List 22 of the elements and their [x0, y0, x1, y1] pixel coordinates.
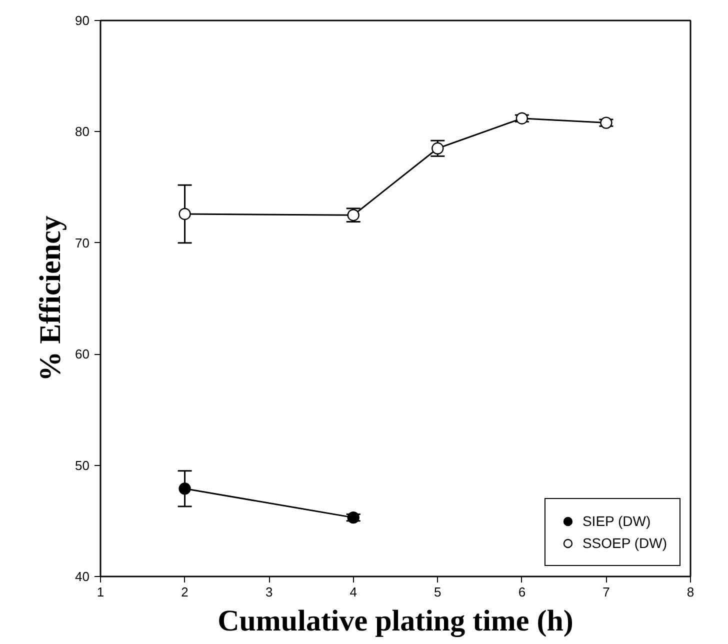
point: [178, 208, 191, 220]
x-tick-label: 3: [265, 584, 273, 600]
point: [178, 482, 191, 495]
x-tick-label: 2: [181, 584, 188, 600]
point: [347, 511, 360, 524]
y-tick-label: 50: [75, 458, 90, 473]
y-tick-label: 80: [75, 124, 90, 140]
x-axis-title: Cumulative plating time (h): [218, 604, 574, 638]
point: [516, 112, 528, 124]
y-tick-label: 90: [75, 13, 90, 28]
x-tick-label: 1: [96, 584, 104, 600]
x-tick-label: 8: [686, 584, 694, 600]
x-tick-label: 6: [518, 584, 526, 600]
y-tick-label: 70: [75, 235, 90, 250]
y-tick-label: 40: [75, 569, 90, 584]
x-tick-label: 5: [434, 584, 442, 600]
x-tick-label: 4: [350, 584, 357, 600]
legend-label: SSOEP (DW): [582, 535, 667, 551]
x-tick-label: 7: [602, 584, 610, 600]
y-tick-label: 60: [75, 346, 90, 362]
legend-label: SIEP (DW): [582, 513, 651, 529]
y-axis-title: % Efficiency: [34, 216, 68, 382]
